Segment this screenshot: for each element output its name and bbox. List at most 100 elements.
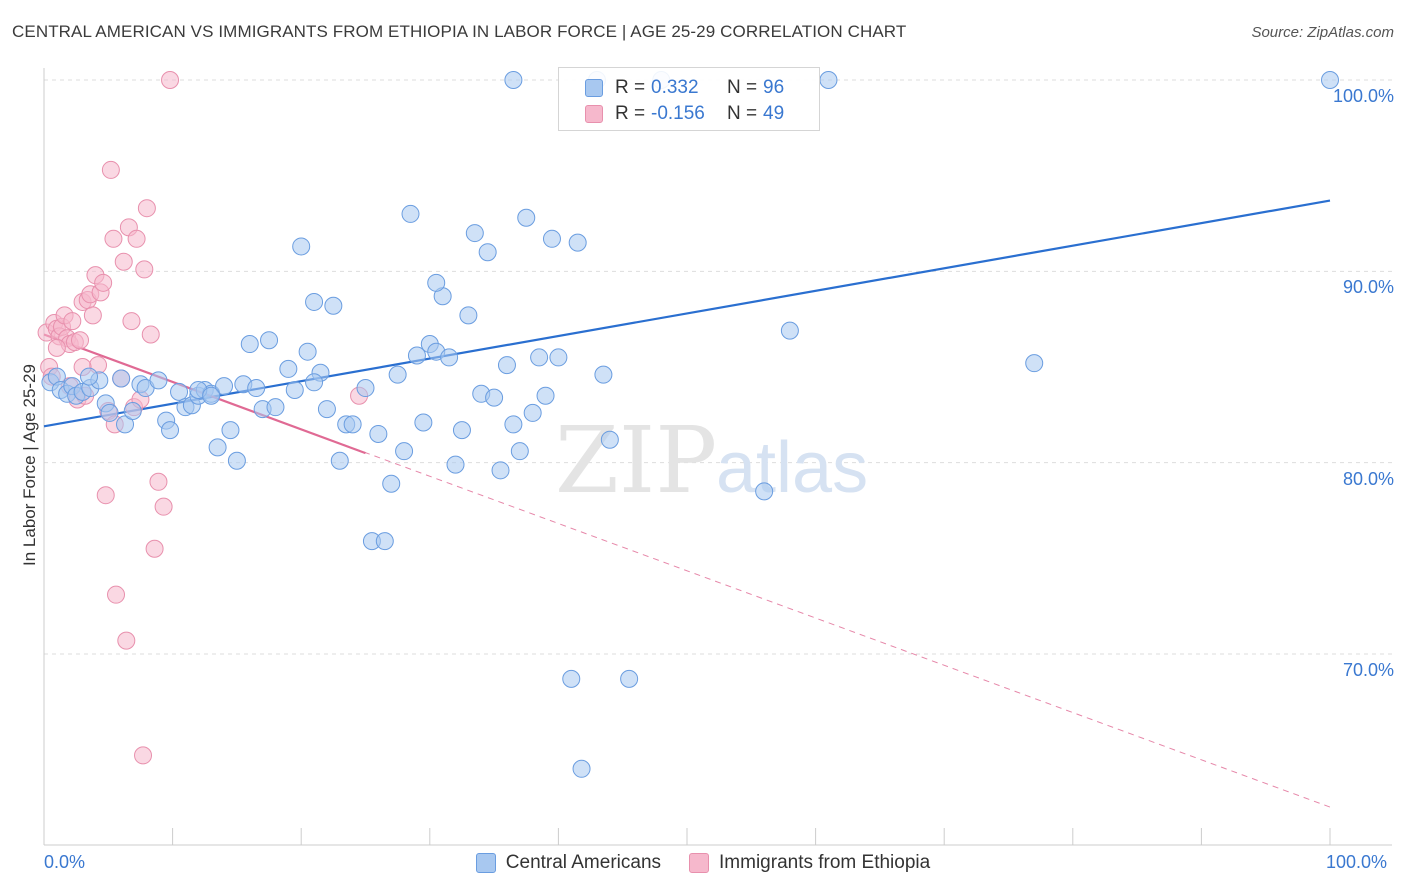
central-american-point	[755, 482, 774, 501]
central-american-point	[395, 442, 414, 461]
central-american-point	[388, 365, 407, 384]
legend-item-ethiopia: Immigrants from Ethiopia	[689, 852, 930, 874]
watermark: ZIP atlas	[555, 407, 868, 514]
ethiopia-point	[161, 71, 180, 89]
legend-n-value: 49	[763, 103, 785, 124]
ethiopia-point	[145, 539, 164, 558]
legend-row-central-americans: R = 0.332 N = 96	[585, 76, 784, 100]
legend-label-central-americans: Central Americans	[505, 852, 662, 873]
y-tick-label: 90.0%	[1342, 277, 1394, 298]
ethiopia-point	[134, 746, 153, 765]
central-american-point	[536, 386, 555, 405]
central-american-point	[298, 342, 317, 361]
ethiopia-point	[47, 338, 66, 357]
central-american-point	[446, 455, 465, 474]
legend-swatch-pink	[689, 853, 710, 873]
correlation-legend: R = 0.332 N = 96 R = -0.156 N = 49	[558, 67, 820, 131]
central-american-point	[330, 451, 349, 470]
ethiopia-point	[114, 252, 133, 271]
legend-r-label: R =	[615, 77, 646, 98]
central-american-point	[247, 379, 266, 398]
central-american-point	[80, 367, 99, 386]
central-american-point	[305, 292, 324, 311]
y-tick-label: 80.0%	[1342, 468, 1394, 489]
central-american-point	[491, 461, 510, 480]
central-american-point	[161, 421, 180, 440]
central-american-point	[497, 356, 516, 375]
central-american-point	[227, 451, 246, 470]
central-american-point	[356, 379, 375, 398]
central-american-point	[594, 365, 613, 384]
central-american-points	[41, 71, 1339, 778]
ethiopia-point	[63, 312, 82, 331]
ethiopia-point	[122, 312, 141, 331]
central-american-point	[260, 331, 279, 350]
x-tick-min: 0.0%	[44, 852, 86, 872]
legend-item-central-americans: Central Americans	[475, 852, 662, 874]
ethiopia-point	[154, 497, 173, 516]
central-american-point	[452, 421, 471, 440]
x-tick-max: 100.0%	[1326, 852, 1388, 872]
central-american-point	[208, 438, 227, 457]
central-american-point	[1321, 71, 1339, 89]
central-american-point	[343, 415, 362, 434]
central-american-point	[780, 321, 799, 340]
ethiopia-point	[104, 229, 123, 248]
ethiopia-point	[117, 631, 136, 650]
trend-line-central-americans	[43, 199, 1331, 428]
legend-swatch-blue	[585, 79, 603, 97]
central-american-point	[414, 413, 433, 432]
central-american-point	[317, 400, 336, 419]
central-american-point	[440, 348, 459, 367]
central-american-point	[517, 208, 536, 227]
central-american-point	[1025, 354, 1044, 373]
ethiopia-point	[149, 472, 168, 491]
trend-line-ethiopia-dashed	[43, 334, 1331, 808]
central-american-point	[562, 669, 581, 688]
central-american-point	[116, 415, 135, 434]
legend-r-value: -0.156	[651, 103, 705, 124]
central-american-point	[572, 759, 591, 778]
legend-row-ethiopia: R = -0.156 N = 49	[585, 102, 784, 126]
central-american-point	[123, 402, 142, 421]
grid-lines	[44, 79, 1392, 655]
legend-r-value: 0.332	[651, 77, 699, 98]
central-american-point	[427, 273, 446, 292]
axes	[43, 68, 1392, 846]
ethiopia-point	[101, 160, 120, 179]
ethiopia-point	[141, 325, 160, 344]
watermark-atlas: atlas	[716, 428, 868, 508]
central-american-point	[485, 388, 504, 407]
central-american-point	[375, 532, 394, 551]
series-legend: Central Americans Immigrants from Ethiop…	[0, 852, 1406, 874]
legend-n-label: N =	[727, 77, 758, 98]
central-american-point	[112, 369, 131, 388]
central-american-point	[504, 71, 523, 89]
legend-r-label: R =	[615, 103, 646, 124]
watermark-zip: ZIP	[555, 407, 717, 514]
central-american-point	[819, 71, 838, 89]
ethiopia-point	[96, 486, 115, 505]
ethiopia-point	[83, 306, 102, 325]
central-american-point	[401, 204, 420, 223]
central-american-point	[510, 442, 529, 461]
central-american-point	[202, 386, 221, 405]
ethiopia-point	[94, 273, 113, 292]
central-american-point	[215, 377, 234, 396]
central-american-point	[382, 474, 401, 493]
central-american-point	[600, 430, 619, 449]
central-american-point	[542, 229, 561, 248]
y-axis-label: In Labor Force | Age 25-29	[20, 364, 39, 566]
legend-label-ethiopia: Immigrants from Ethiopia	[719, 852, 931, 873]
legend-swatch-blue	[475, 853, 496, 873]
central-american-point	[292, 237, 311, 256]
legend-n-label: N =	[727, 103, 758, 124]
ethiopia-point	[137, 199, 156, 218]
central-american-point	[221, 421, 240, 440]
y-tick-label: 70.0%	[1342, 660, 1394, 680]
central-american-point	[324, 296, 343, 315]
central-american-point	[504, 415, 523, 434]
legend-n-value: 96	[763, 77, 785, 98]
central-american-point	[568, 233, 587, 252]
central-american-point	[149, 371, 168, 390]
